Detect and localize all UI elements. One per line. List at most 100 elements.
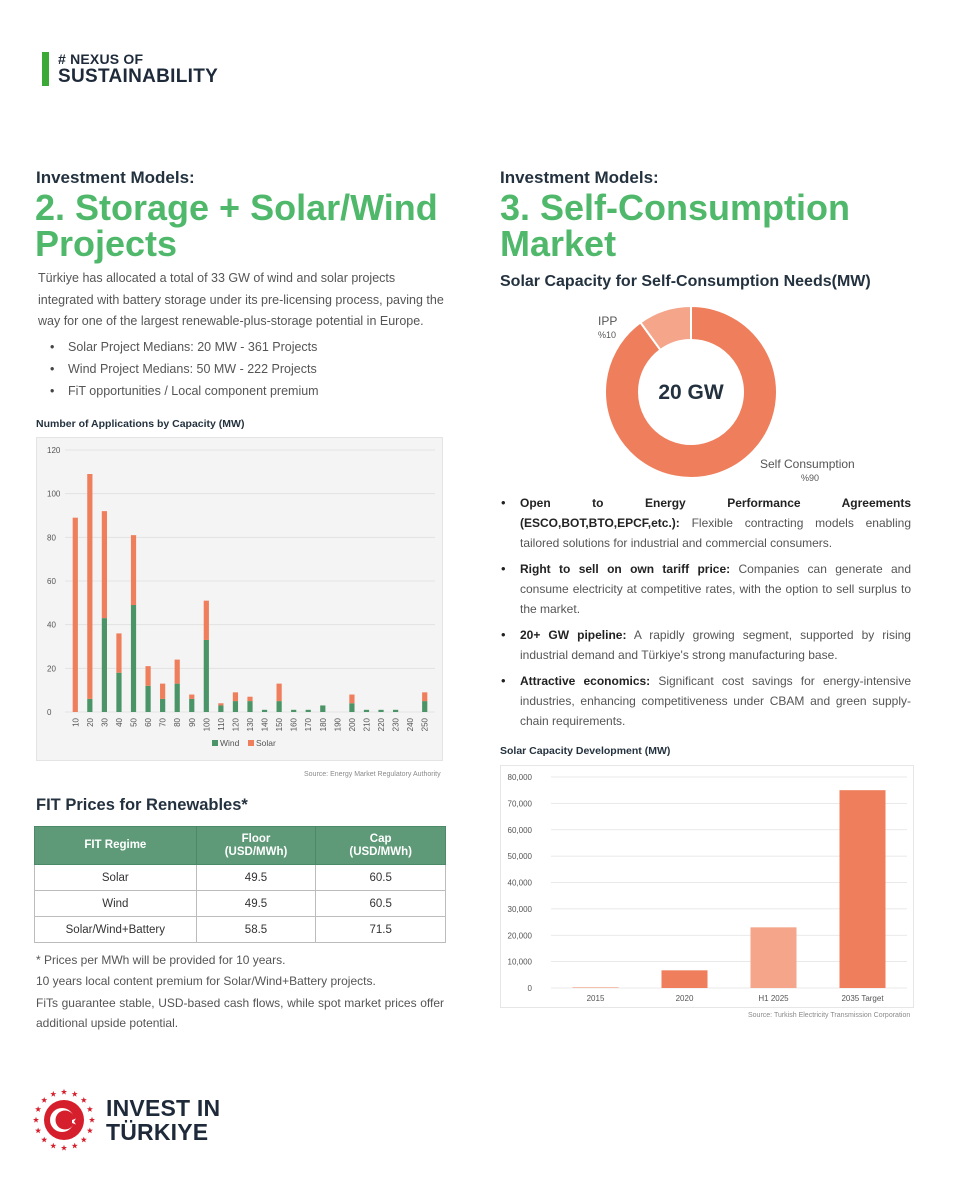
donut-ipp-label: IPP	[598, 314, 617, 328]
star-icon	[50, 1090, 57, 1097]
bullet-item: Wind Project Medians: 50 MW - 222 Projec…	[50, 358, 319, 380]
table-cell: 49.5	[195, 864, 317, 891]
x-tick-label: 190	[333, 717, 342, 731]
right-title-line1: 3. Self-Consumption	[500, 187, 850, 228]
y-tick-label: 40,000	[508, 879, 533, 888]
fit-header-cap: Cap (USD/MWh)	[315, 826, 446, 865]
bar-wind	[87, 698, 93, 712]
x-tick-label: 180	[319, 717, 328, 731]
y-tick-label: 80	[47, 533, 56, 542]
development-chart-title: Solar Capacity Development (MW)	[500, 745, 671, 757]
right-title: 3. Self-Consumption Market	[500, 190, 850, 262]
right-kicker: Investment Models:	[500, 168, 659, 187]
bar-wind	[349, 703, 355, 712]
feature-text: Companies can generate and consume elect…	[520, 562, 912, 616]
y-tick-label: 60,000	[508, 826, 533, 835]
bar-solar	[174, 659, 180, 684]
bar-solar	[101, 511, 107, 619]
left-bullets: Solar Project Medians: 20 MW - 361 Proje…	[50, 336, 319, 402]
footer-line1: INVEST IN	[106, 1094, 221, 1121]
brand-line1: # NEXUS OF	[58, 51, 144, 67]
feature-text: Significant cost savings for energy-inte…	[520, 674, 911, 728]
left-title-line2: Projects	[35, 223, 178, 264]
table-row: Solar 49.5 60.5	[34, 864, 446, 891]
bar-wind	[276, 701, 282, 712]
fit-header-row: FIT Regime Floor (USD/MWh) Cap (USD/MWh)	[34, 826, 446, 865]
bar-wind	[305, 709, 311, 712]
bar-solar	[72, 517, 78, 712]
left-kicker: Investment Models:	[36, 168, 195, 187]
star-icon	[71, 1090, 78, 1097]
fit-notes: * Prices per MWh will be provided for 10…	[36, 950, 444, 1033]
bar	[839, 790, 886, 988]
bar-solar	[203, 600, 209, 640]
donut-chart: IPP %10 Self Consumption %90 20 GW	[580, 300, 910, 490]
table-row: Solar/Wind+Battery 58.5 71.5	[34, 916, 446, 943]
y-tick-label: 40	[47, 621, 56, 630]
star-icon	[60, 1144, 68, 1151]
legend-solar-label: Solar	[256, 738, 276, 748]
x-tick-label: 210	[362, 717, 371, 731]
invest-in-turkiye-logo: INVEST IN TÜRKIYE	[32, 1088, 220, 1152]
applications-chart-svg: 0 20 40 60 80 100 120 10 20 30 40 50 60 70 80 90 100 110 1…	[47, 446, 435, 748]
star-icon	[35, 1127, 42, 1134]
y-tick-label: 20	[47, 664, 56, 673]
y-tick-label: 60	[47, 577, 56, 586]
feature-item: Right to sell on own tariff price: Compa…	[500, 559, 911, 619]
bar-wind	[160, 698, 166, 712]
x-tick-label: 110	[217, 717, 226, 730]
feature-bold: Right to sell on own tariff price:	[520, 562, 731, 576]
star-icon	[86, 1127, 93, 1134]
legend-solar-swatch	[248, 740, 254, 746]
bar-wind	[393, 709, 399, 712]
bar-solar	[87, 474, 93, 699]
y-tick-label: 80,000	[508, 773, 533, 782]
brand-logo: # NEXUS OF SUSTAINABILITY	[42, 52, 218, 86]
x-tick-label: 150	[275, 717, 284, 731]
table-cell: 60.5	[315, 890, 446, 917]
development-chart-svg: 0 10,000 20,000 30,000 40,000 50,000 60,000 70,…	[508, 773, 907, 1003]
development-source: Source: Turkish Electricity Transmission…	[748, 1012, 911, 1019]
legend-wind-label: Wind	[220, 738, 240, 748]
applications-source: Source: Energy Market Regulatory Authori…	[304, 771, 441, 778]
bar	[572, 987, 619, 988]
bar-wind	[422, 701, 428, 712]
donut-ipp-pct: %10	[598, 330, 616, 340]
table-cell: 60.5	[315, 864, 446, 891]
star-icon	[88, 1116, 96, 1123]
x-tick-label: 70	[159, 717, 168, 726]
applications-chart: 0 20 40 60 80 100 120 10 20 30 40 50 60 70 80 90 100 110 1…	[36, 437, 443, 761]
y-tick-label: 70,000	[508, 799, 533, 808]
star-icon	[50, 1142, 57, 1149]
applications-chart-title: Number of Applications by Capacity (MW)	[36, 418, 245, 430]
left-title-line1: 2. Storage + Solar/Wind	[35, 187, 438, 228]
star-seal-icon	[32, 1088, 96, 1151]
bar-solar	[116, 633, 122, 673]
feature-item: Attractive economics: Significant cost s…	[500, 671, 911, 731]
x-tick-label: 80	[173, 717, 182, 726]
x-tick-label: 220	[377, 717, 386, 731]
brand-line2: SUSTAINABILITY	[58, 66, 219, 87]
y-tick-label: 50,000	[508, 852, 533, 861]
bar-wind	[218, 705, 224, 712]
star-icon	[41, 1136, 48, 1143]
left-intro: Türkiye has allocated a total of 33 GW o…	[38, 271, 444, 328]
star-icon	[86, 1106, 93, 1112]
x-tick-label: 50	[130, 717, 139, 726]
fit-note-2: 10 years local content premium for Solar…	[36, 974, 376, 988]
bar-wind	[291, 709, 297, 712]
brand-bar	[42, 52, 49, 86]
star-icon	[71, 1142, 78, 1149]
bar-wind	[378, 709, 384, 712]
bar-wind	[174, 683, 180, 712]
bar-solar	[130, 535, 137, 606]
bar-solar	[247, 696, 253, 702]
fit-header-floor-2: (USD/MWh)	[224, 845, 288, 858]
bar-wind	[116, 672, 122, 712]
x-tick-label: 240	[406, 717, 415, 731]
star-icon	[80, 1136, 87, 1143]
bar-wind	[232, 701, 239, 712]
donut-svg: IPP %10 Self Consumption %90 20 GW	[598, 304, 855, 483]
legend-wind-swatch	[212, 740, 218, 746]
x-tick-label: 90	[188, 717, 197, 726]
